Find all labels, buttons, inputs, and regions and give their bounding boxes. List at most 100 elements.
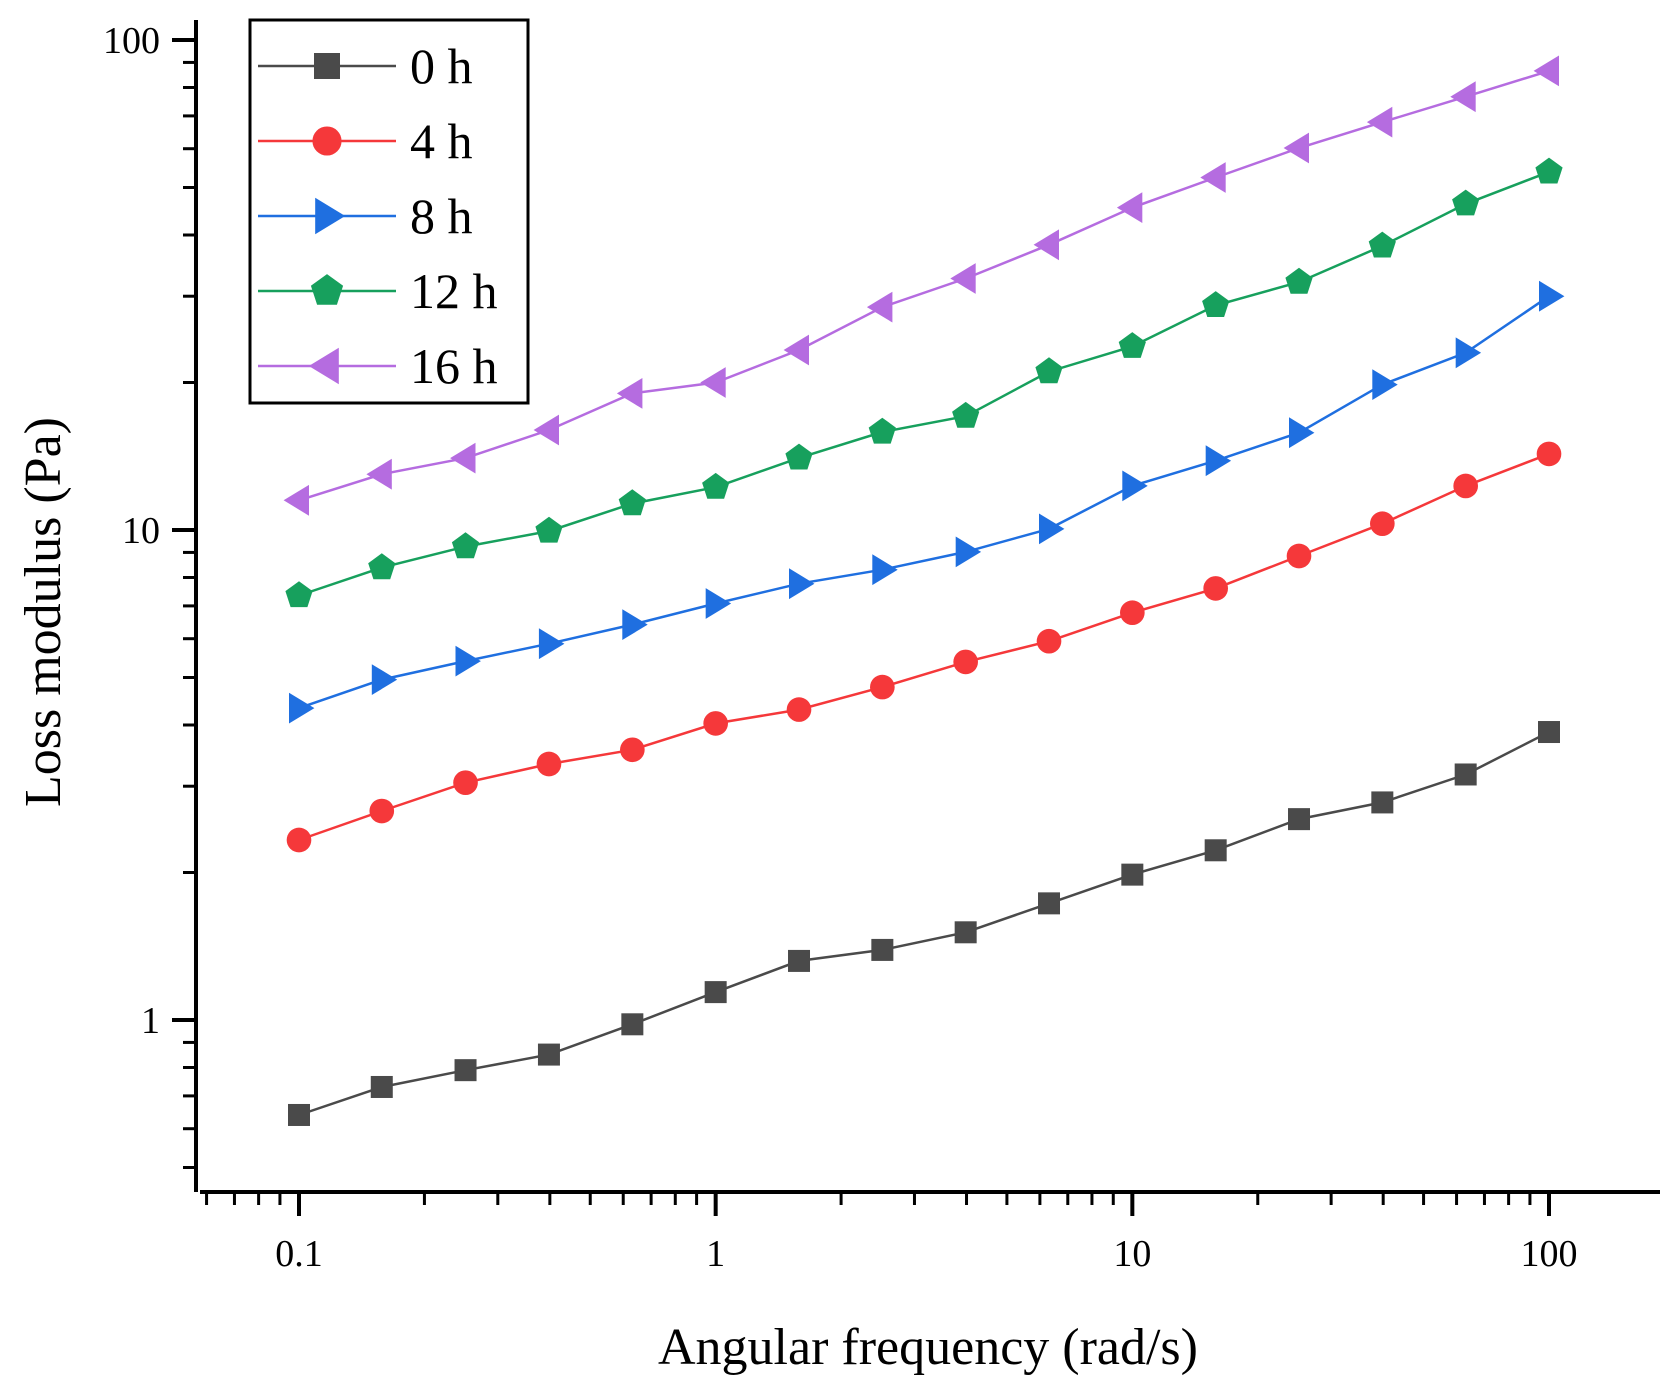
data-point <box>370 1075 393 1098</box>
data-point <box>1118 332 1146 358</box>
data-point <box>954 921 977 944</box>
y-axis-title: Loss modulus (Pa) <box>15 417 72 807</box>
data-point <box>1286 543 1312 569</box>
data-point <box>1538 721 1560 744</box>
data-point <box>283 484 309 516</box>
data-point <box>621 1013 644 1036</box>
series-12h <box>285 157 1563 608</box>
x-axis-title: Angular frequency (rad/s) <box>658 1319 1198 1376</box>
legend-label: 0 h <box>410 38 473 94</box>
data-point <box>1453 473 1478 499</box>
data-point <box>1039 513 1065 545</box>
legend-item: 8 h <box>258 188 473 244</box>
legend-item: 16 h <box>258 338 498 394</box>
data-point <box>536 751 562 777</box>
data-point <box>955 536 982 568</box>
data-point <box>622 609 648 640</box>
data-point <box>1536 441 1562 467</box>
data-point <box>451 532 480 559</box>
data-point <box>866 291 893 323</box>
legend: 0 h 4 h 8 h 12 h 16 h <box>248 18 530 405</box>
legend-label: 8 h <box>410 188 473 244</box>
x-tick-label: 1 <box>706 1233 725 1275</box>
data-point <box>788 949 811 972</box>
data-point <box>1116 192 1143 223</box>
data-point <box>1122 470 1148 502</box>
data-point <box>871 938 894 961</box>
data-point <box>1285 267 1313 294</box>
data-point <box>1033 229 1059 261</box>
data-point <box>450 442 476 474</box>
data-point <box>1370 511 1395 537</box>
data-point <box>1372 369 1398 400</box>
data-point <box>1035 357 1063 384</box>
data-point <box>1038 892 1061 915</box>
data-point <box>369 798 395 824</box>
data-point <box>1368 231 1396 258</box>
data-point <box>1366 106 1393 138</box>
legend-marker <box>314 53 340 79</box>
data-point <box>704 981 727 1004</box>
data-point <box>785 443 813 470</box>
legend-label: 4 h <box>410 113 473 169</box>
data-point <box>616 378 643 409</box>
series-16h <box>283 55 1559 516</box>
series-8h <box>289 280 1565 724</box>
data-point <box>868 417 896 444</box>
data-point <box>789 568 815 600</box>
series-line <box>298 295 1550 710</box>
data-point <box>455 645 481 677</box>
data-point <box>618 489 646 516</box>
data-point <box>870 674 895 700</box>
data-point <box>286 827 312 853</box>
y-tick-label: 100 <box>103 20 160 62</box>
data-point <box>537 1043 560 1066</box>
data-point <box>285 581 313 608</box>
data-point <box>952 401 980 428</box>
axes: 1 10 100 0.1 1 10 100 <box>103 20 1660 1275</box>
data-point <box>872 554 898 586</box>
x-tick-label: 10 <box>1113 1233 1151 1275</box>
data-point <box>1202 291 1230 317</box>
legend-item: 4 h <box>258 113 473 169</box>
legend-marker <box>315 197 346 235</box>
data-point <box>950 263 976 294</box>
data-point <box>620 737 645 763</box>
data-point <box>1288 808 1311 831</box>
y-tick-label: 10 <box>122 510 160 552</box>
data-point <box>1200 162 1226 193</box>
data-point <box>783 334 809 366</box>
data-point <box>786 697 812 722</box>
legend-marker <box>312 126 342 156</box>
data-point <box>1450 81 1476 113</box>
data-point <box>366 458 392 490</box>
legend-label: 12 h <box>410 263 498 319</box>
data-point <box>368 553 396 580</box>
data-point <box>1539 280 1565 312</box>
data-point <box>705 588 732 619</box>
data-point <box>1454 763 1477 786</box>
data-point <box>288 1103 310 1126</box>
legend-item: 12 h <box>258 263 498 319</box>
y-tick-label: 1 <box>141 1000 160 1042</box>
data-point <box>703 711 728 736</box>
series-line <box>298 452 1550 842</box>
series-line <box>298 69 1550 502</box>
legend-item: 0 h <box>258 38 473 94</box>
series-line <box>298 730 1550 1117</box>
legend-box <box>248 18 530 405</box>
data-point <box>1289 417 1315 449</box>
data-point <box>1455 337 1482 369</box>
data-point <box>1203 576 1228 601</box>
data-point <box>1452 189 1480 216</box>
data-point <box>1283 132 1309 164</box>
data-point <box>1036 628 1062 654</box>
x-tick-label: 0.1 <box>275 1233 323 1275</box>
data-point <box>702 472 730 499</box>
data-point <box>454 1059 477 1082</box>
data-point <box>453 770 478 796</box>
data-point <box>1121 863 1144 886</box>
data-point <box>538 628 565 660</box>
data-point <box>289 692 315 724</box>
